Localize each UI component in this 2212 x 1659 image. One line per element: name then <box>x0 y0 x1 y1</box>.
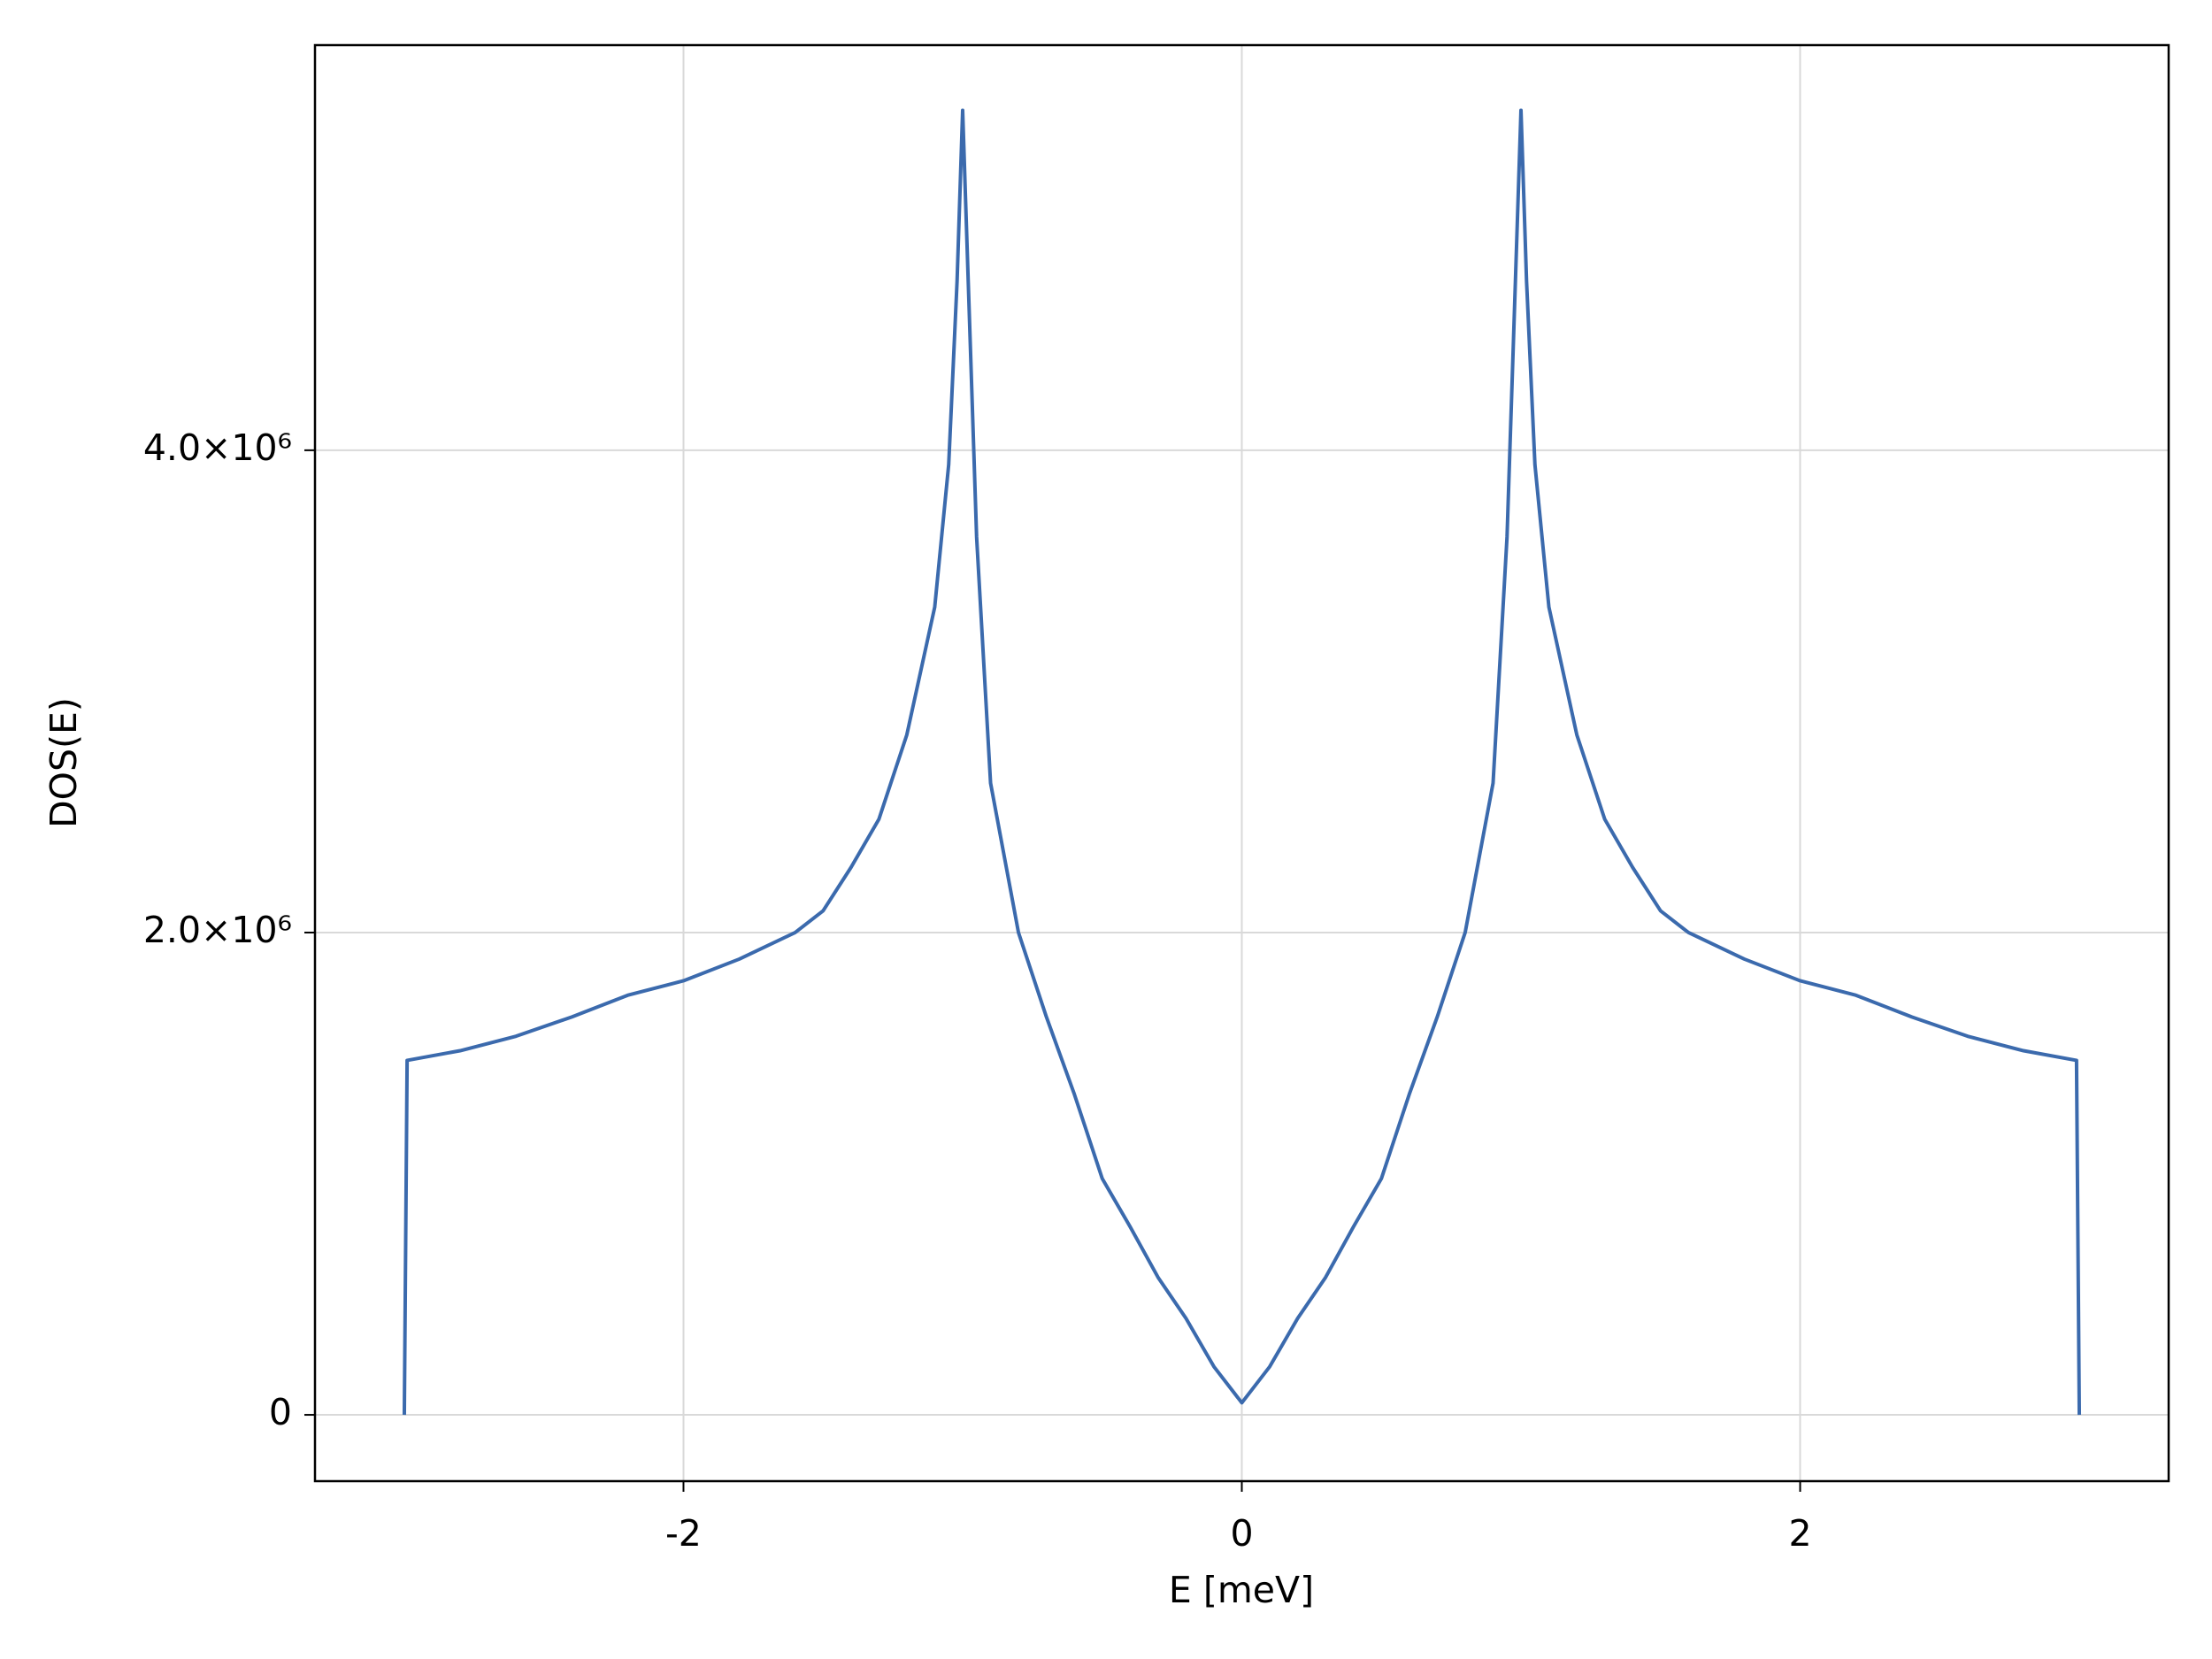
y-tick-label: 2.0×10⁶ <box>143 909 292 951</box>
y-axis-label: DOS(E) <box>42 697 85 828</box>
x-axis-label: E [meV] <box>1169 1569 1314 1611</box>
data-line <box>402 108 2082 1416</box>
y-tick-label: 4.0×10⁶ <box>143 426 292 469</box>
x-tick-label: 0 <box>1230 1512 1253 1555</box>
y-tick-label: 0 <box>269 1391 292 1433</box>
plot-frame <box>313 43 2170 1483</box>
x-tick-label: -2 <box>665 1512 702 1555</box>
x-tick-label: 2 <box>1788 1512 1811 1555</box>
